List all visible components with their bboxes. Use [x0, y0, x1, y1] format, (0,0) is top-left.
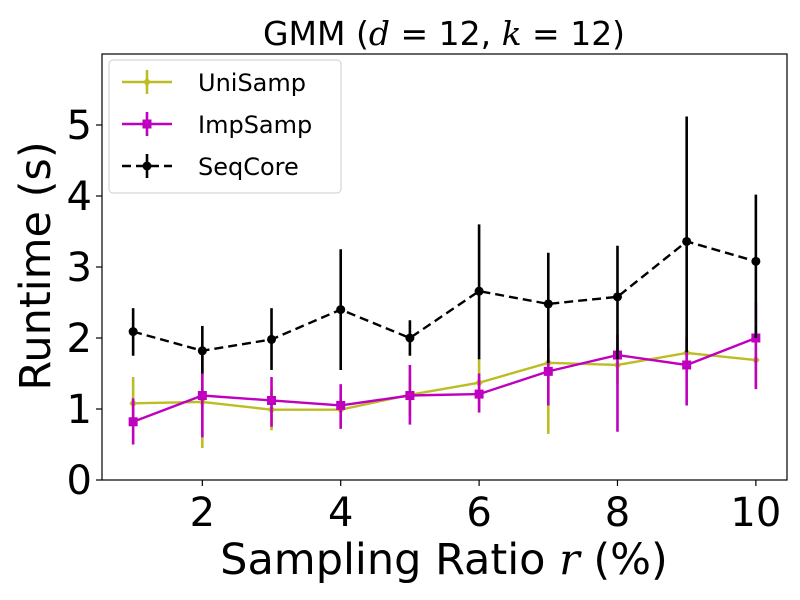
legend-swatch-marker — [142, 119, 152, 129]
legend-item-impsamp: ImpSamp — [122, 111, 312, 139]
impsamp-point — [682, 360, 692, 370]
legend: UniSamp ImpSamp SeqCore — [108, 59, 342, 194]
impsamp-point — [474, 389, 484, 399]
seqcore-point — [682, 236, 692, 246]
y-tick-label: 5 — [67, 103, 92, 149]
impsamp-point — [405, 391, 415, 401]
legend-item-unisamp: UniSamp — [122, 69, 306, 97]
impsamp-point — [336, 400, 346, 410]
seqcore-point — [405, 333, 415, 343]
x-axis-ticks: 2 4 6 8 10 — [190, 480, 781, 536]
seqcore-point — [751, 256, 761, 266]
impsamp-line — [132, 336, 757, 423]
x-tick-label: 10 — [730, 490, 781, 536]
legend-label: SeqCore — [198, 153, 299, 181]
x-tick-label: 4 — [328, 490, 353, 536]
seqcore-point — [474, 286, 484, 296]
y-tick-label: 4 — [67, 174, 92, 220]
legend-item-seqcore: SeqCore — [122, 153, 299, 181]
y-tick-label: 0 — [67, 458, 92, 504]
seqcore-point — [267, 334, 277, 344]
x-axis-label: Sampling Ratio r (%) — [220, 535, 668, 585]
seqcore-point — [128, 327, 138, 337]
y-axis-label: Runtime (s) — [11, 141, 61, 390]
series-impsamp — [128, 302, 761, 445]
seqcore-point — [612, 292, 622, 302]
seqcore-point — [336, 305, 346, 315]
impsamp-point — [543, 366, 553, 376]
seqcore-point — [543, 299, 553, 309]
seqcore-line — [132, 240, 757, 353]
legend-swatch-marker — [142, 161, 152, 171]
y-tick-label: 2 — [67, 316, 92, 362]
chart-title: GMM (d = 12, k = 12) — [263, 14, 625, 53]
y-axis-ticks: 0 1 2 3 4 5 — [67, 103, 102, 504]
legend-swatch-marker — [143, 77, 151, 87]
impsamp-point — [197, 391, 207, 401]
y-tick-label: 1 — [67, 387, 92, 433]
plot-area — [128, 116, 761, 449]
impsamp-point — [128, 417, 138, 427]
x-tick-label: 8 — [605, 490, 630, 536]
x-tick-label: 6 — [466, 490, 491, 536]
legend-box — [108, 59, 342, 194]
y-tick-label: 3 — [67, 245, 92, 291]
seqcore-point — [197, 346, 207, 356]
impsamp-point — [267, 395, 277, 405]
series-seqcore — [128, 116, 761, 374]
legend-label: ImpSamp — [198, 111, 312, 139]
plot-frame — [101, 53, 788, 481]
x-tick-label: 2 — [190, 490, 215, 536]
series-unisamp — [129, 334, 760, 449]
legend-label: UniSamp — [198, 69, 306, 97]
